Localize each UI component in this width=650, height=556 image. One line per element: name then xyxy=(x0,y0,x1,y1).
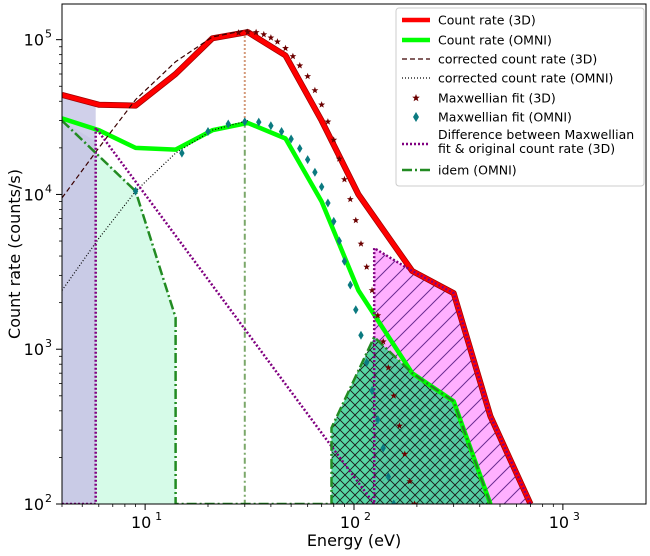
series-5-point-8 xyxy=(288,134,294,144)
region-low-overlap xyxy=(62,120,96,504)
series-4-point-14 xyxy=(335,155,343,162)
series-5-point-25 xyxy=(391,499,397,504)
series-5-point-16 xyxy=(341,256,348,266)
legend-label-6: Difference between Maxwellian xyxy=(438,127,634,142)
series-5-point-3 xyxy=(225,119,231,129)
legend: Count rate (3D) Count rate (OMNI) correcte… xyxy=(395,7,645,187)
plot-area xyxy=(62,28,534,504)
legend-label-7: idem (OMNI) xyxy=(438,163,517,178)
series-4-point-8 xyxy=(296,62,304,69)
x-axis-ticks: 10 1 10 2 10 3 xyxy=(61,504,580,532)
series-4-point-22 xyxy=(379,338,387,345)
legend-label-2: corrected count rate (3D) xyxy=(438,52,597,67)
series-5-point-14 xyxy=(331,216,337,226)
legend-swatch-5 xyxy=(413,112,419,122)
series-lines xyxy=(62,29,534,504)
series-4-point-16 xyxy=(346,195,354,203)
region-high-omni-hatch xyxy=(331,337,491,504)
series-4-point-26 xyxy=(401,450,409,457)
series-4-point-20 xyxy=(368,286,376,294)
y-tick-exponent-3: 5 xyxy=(45,28,52,41)
series-5-point-21 xyxy=(369,386,375,396)
series-5-point-1 xyxy=(179,148,185,158)
series-5-point-0 xyxy=(132,186,139,196)
y-tick-label-0: 10 xyxy=(24,495,44,514)
series-5-point-10 xyxy=(304,155,311,165)
y-tick-exponent-0: 2 xyxy=(45,492,52,505)
series-5-point-9 xyxy=(297,144,303,154)
series-5-point-15 xyxy=(336,236,342,246)
legend-label-1: Count rate (OMNI) xyxy=(438,33,552,48)
x-tick-label-1: 10 xyxy=(340,513,360,532)
series-4-point-5 xyxy=(274,38,281,45)
x-tick-exponent-0: 1 xyxy=(155,510,162,523)
series-4-point-4 xyxy=(267,34,275,41)
series-4-point-23 xyxy=(384,364,392,371)
y-tick-label-2: 10 xyxy=(24,185,44,204)
series-4-point-10 xyxy=(311,86,319,94)
series-5-point-19 xyxy=(358,330,364,340)
legend-box xyxy=(395,7,645,187)
legend-label-5: Maxwellian fit (OMNI) xyxy=(438,110,572,125)
series-5-point-24 xyxy=(385,472,392,482)
series-5-point-4 xyxy=(242,117,248,127)
y-tick-exponent-1: 3 xyxy=(45,337,52,350)
y-tick-label-3: 10 xyxy=(24,31,44,50)
series-4-point-3 xyxy=(260,30,268,38)
series-4-point-2 xyxy=(252,28,260,36)
series-5-point-23 xyxy=(380,443,386,453)
legend-label-0: Count rate (3D) xyxy=(438,13,536,28)
series-4-point-6 xyxy=(282,44,289,52)
series-4-point-9 xyxy=(304,72,312,80)
series-markers xyxy=(132,28,418,504)
series-5-point-6 xyxy=(268,121,274,131)
x-tick-label-0: 10 xyxy=(131,513,151,532)
series-4-point-12 xyxy=(324,118,332,125)
series-5-point-18 xyxy=(353,305,359,315)
y-axis-label: Count rate (counts/s) xyxy=(5,169,24,339)
series-5-point-20 xyxy=(363,358,370,368)
series-4-point-24 xyxy=(390,392,398,399)
series-7-line xyxy=(62,119,492,504)
series-5-point-12 xyxy=(318,182,325,192)
series-4-point-21 xyxy=(374,312,382,319)
y-tick-label-1: 10 xyxy=(24,340,44,359)
series-4-point-7 xyxy=(289,52,297,60)
legend-label-6-line2: fit & original count rate (3D) xyxy=(438,141,615,156)
series-4-point-25 xyxy=(396,422,403,429)
series-5-point-11 xyxy=(312,167,318,177)
series-5-point-22 xyxy=(375,415,381,425)
series-4-point-18 xyxy=(357,240,365,247)
series-5-point-7 xyxy=(278,127,285,137)
shaded-regions xyxy=(62,94,531,504)
series-4-point-13 xyxy=(330,136,338,143)
x-tick-label-2: 10 xyxy=(549,513,569,532)
series-5-point-17 xyxy=(347,280,353,290)
series-4-point-17 xyxy=(352,216,360,224)
series-4-point-28 xyxy=(411,500,418,504)
y-tick-exponent-2: 4 xyxy=(45,182,52,195)
series-4-point-27 xyxy=(406,477,414,485)
legend-label-3: corrected count rate (OMNI) xyxy=(438,71,613,86)
series-4-point-15 xyxy=(341,175,348,183)
series-5-point-5 xyxy=(256,117,262,127)
x-axis-label: Energy (eV) xyxy=(307,531,401,550)
series-4-point-19 xyxy=(363,263,371,270)
series-2-line xyxy=(62,29,248,199)
series-3-line xyxy=(62,120,248,291)
series-5-point-2 xyxy=(205,127,211,137)
series-5-point-13 xyxy=(325,198,331,208)
legend-label-4: Maxwellian fit (3D) xyxy=(438,91,556,106)
legend-swatch-4 xyxy=(412,94,420,102)
x-tick-exponent-1: 2 xyxy=(364,510,371,523)
x-tick-exponent-2: 3 xyxy=(573,510,580,523)
series-4-point-11 xyxy=(318,101,326,108)
series-4-point-1 xyxy=(244,28,252,35)
series-4-point-0 xyxy=(235,29,242,36)
